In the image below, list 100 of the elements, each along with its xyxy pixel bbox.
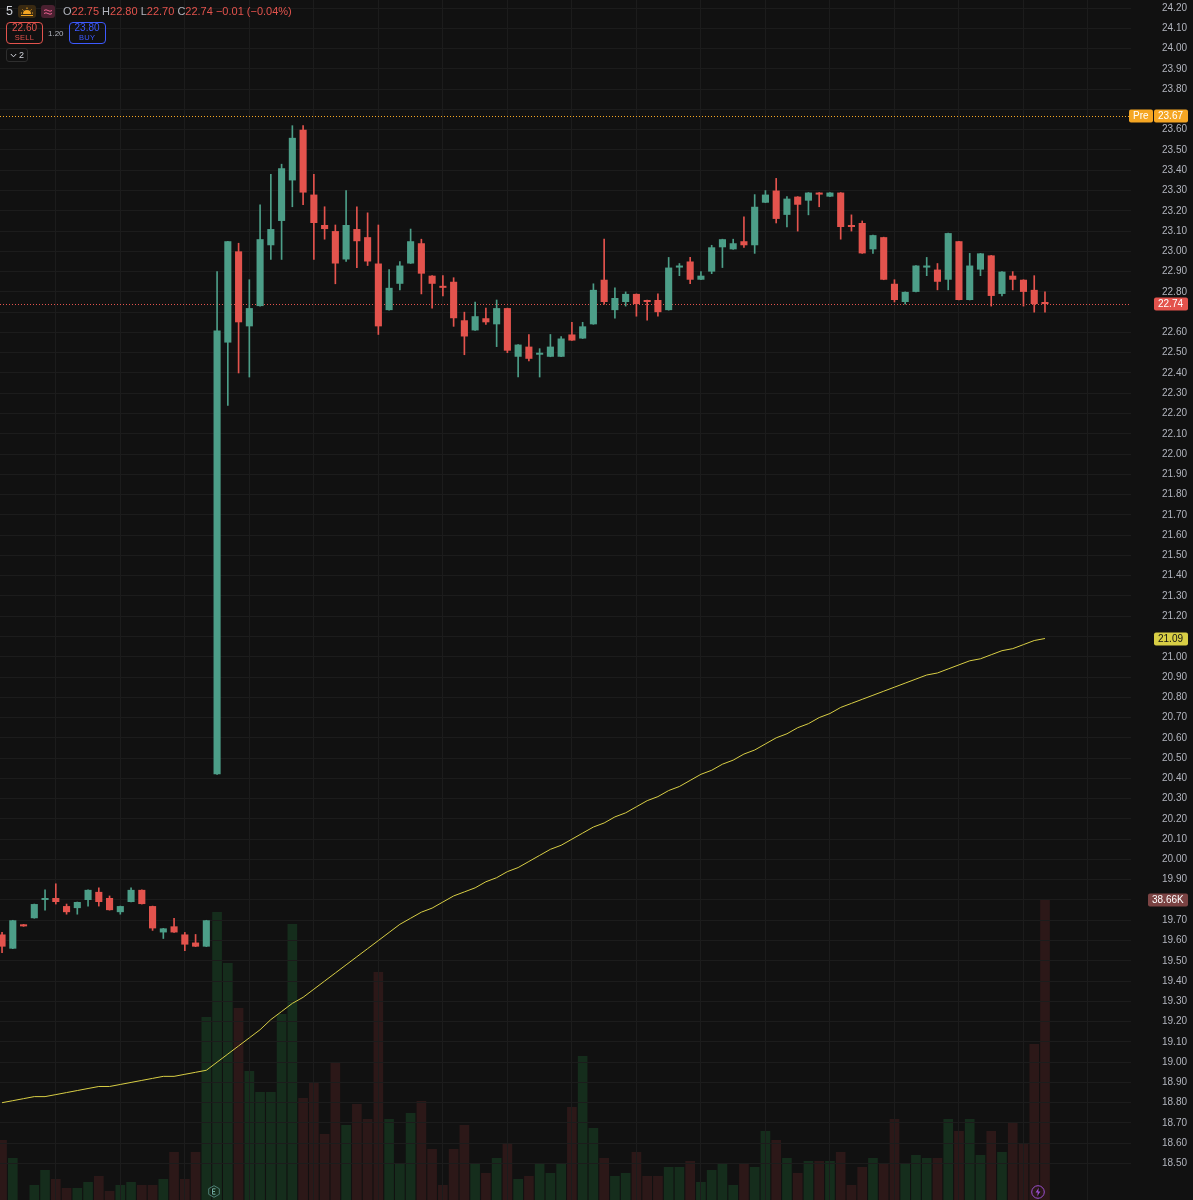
y-tick-label: 22.50 — [1162, 346, 1188, 358]
y-tick-label: 19.50 — [1162, 954, 1188, 966]
bar — [491, 1158, 502, 1200]
y-tick-label: 21.30 — [1162, 589, 1188, 601]
y-tick-label: 22.40 — [1162, 366, 1188, 378]
y-tick-label: 19.20 — [1162, 1015, 1188, 1027]
y-tick-label: 21.20 — [1162, 609, 1188, 621]
candlestick — [52, 883, 60, 905]
y-tick-label: 20.10 — [1162, 832, 1188, 844]
bar — [567, 1107, 577, 1200]
bar — [986, 1131, 997, 1200]
y-tick-label: 21.00 — [1162, 650, 1188, 662]
y-tick-label: 21.90 — [1162, 468, 1188, 480]
text: O22.75 H22.80 L22.70 C22.74 −0.01 (−0.04%) — [62, 5, 292, 17]
y-tick-label: 18.90 — [1162, 1076, 1188, 1088]
y-tick-label: 20.40 — [1162, 772, 1188, 784]
y-tick-label: 19.60 — [1162, 934, 1188, 946]
y-tick-label: 20.90 — [1162, 670, 1188, 682]
y-tick-label: 19.70 — [1162, 914, 1188, 926]
bar — [588, 1128, 599, 1200]
annotation: 1.20 — [48, 28, 64, 38]
bar — [459, 1125, 470, 1200]
candlestick — [439, 275, 447, 297]
y-tick-label: 18.60 — [1162, 1136, 1188, 1148]
bar — [481, 1173, 491, 1200]
bar — [803, 1161, 814, 1200]
bar — [814, 1161, 825, 1200]
collapse-button: 2 — [6, 48, 28, 62]
candlestick — [41, 889, 49, 911]
annotation: 22.60 — [11, 22, 38, 33]
y-tick-label: 21.80 — [1162, 488, 1188, 500]
y-tick-label: 22.60 — [1162, 326, 1188, 338]
y-tick-label: 22.20 — [1162, 407, 1188, 419]
bar — [524, 1176, 534, 1200]
y-tick-label: 23.10 — [1162, 224, 1188, 236]
y-tick-label: 19.40 — [1162, 974, 1188, 986]
y-tick-label: 18.80 — [1162, 1096, 1188, 1108]
y-tick-label: 23.20 — [1162, 204, 1188, 216]
y-tick-label: 18.70 — [1162, 1116, 1188, 1128]
y-tick-label: 22.30 — [1162, 386, 1188, 398]
y-tick-label: 23.60 — [1162, 123, 1188, 135]
y-tick-label: 22.90 — [1162, 265, 1188, 277]
y-tick-label: 23.40 — [1162, 164, 1188, 176]
bar — [943, 1119, 954, 1200]
candlestick — [815, 192, 823, 208]
annotation: 23.80 — [74, 22, 100, 33]
y-tick-label: 23.30 — [1162, 184, 1188, 196]
ref-line-label: 23.67 — [1158, 110, 1184, 122]
y-tick-label: 21.50 — [1162, 549, 1188, 561]
y-tick-label: 20.20 — [1162, 812, 1188, 824]
bar — [954, 1131, 964, 1200]
bar — [470, 1164, 480, 1200]
bar — [771, 1140, 782, 1200]
y-tick-label: 22.00 — [1162, 447, 1188, 459]
ref-line-label: 22.74 — [1158, 298, 1184, 310]
candlestick — [482, 307, 490, 325]
annotation: 2 — [19, 50, 25, 60]
y-tick-label: 23.00 — [1162, 245, 1188, 257]
bar — [685, 1161, 696, 1200]
bar — [158, 1179, 169, 1200]
y-tick-label: 23.90 — [1162, 62, 1188, 74]
y-tick-label: 24.00 — [1162, 42, 1188, 54]
y-tick-label: 19.10 — [1162, 1035, 1188, 1047]
text: 21.09 — [1158, 633, 1184, 645]
y-tick-label: 23.50 — [1162, 143, 1188, 155]
text: Pre — [1133, 110, 1149, 122]
text: 38.66K — [1152, 894, 1185, 906]
y-tick-label: 19.00 — [1162, 1055, 1188, 1067]
y-tick-label: 20.50 — [1162, 751, 1188, 763]
y-tick-label: 24.10 — [1162, 22, 1188, 34]
candlestick — [267, 173, 275, 260]
y-tick-label: 24.20 — [1162, 1, 1188, 13]
candlestick — [923, 257, 931, 277]
y-tick-label: 19.90 — [1162, 873, 1188, 885]
y-tick-label: 22.80 — [1162, 285, 1188, 297]
bar — [599, 1158, 609, 1200]
y-tick-label: 21.60 — [1162, 528, 1188, 540]
chart-title: 5 — [6, 4, 13, 19]
candlestick — [1009, 271, 1017, 291]
y-tick-label: 21.70 — [1162, 508, 1188, 520]
bar — [825, 1161, 835, 1200]
bar — [341, 1125, 351, 1200]
bar — [932, 1158, 943, 1200]
y-tick-label: 20.00 — [1162, 853, 1188, 865]
y-tick-label: 20.60 — [1162, 731, 1188, 743]
bar — [534, 1164, 545, 1200]
candlestick — [740, 216, 748, 248]
bar — [782, 1158, 792, 1200]
bar — [513, 1179, 523, 1200]
y-tick-label: 22.10 — [1162, 427, 1188, 439]
y-tick-label: 21.40 — [1162, 569, 1188, 581]
bar — [868, 1158, 878, 1200]
bar — [792, 1173, 803, 1200]
y-tick-label: 20.80 — [1162, 691, 1188, 703]
candlestick — [794, 196, 802, 232]
y-tick-label: 20.70 — [1162, 711, 1188, 723]
y-tick-label: 23.80 — [1162, 82, 1188, 94]
y-tick-label: 19.30 — [1162, 995, 1188, 1007]
bar — [997, 1152, 1007, 1200]
candlestick — [353, 206, 361, 268]
